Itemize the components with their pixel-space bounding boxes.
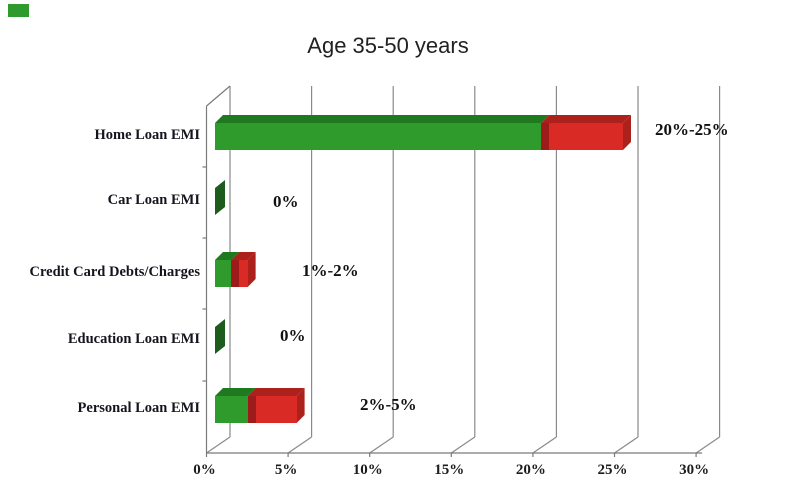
bar-top-face-red	[541, 115, 631, 123]
bar-segment-green	[215, 260, 232, 287]
grid-line-foot	[287, 436, 312, 454]
bar-top-face-red	[231, 252, 256, 260]
bar-top-face-green	[215, 115, 550, 123]
category-label: Credit Card Debts/Charges	[29, 264, 201, 280]
bar-segment-red-edge	[231, 260, 240, 287]
grid-line-foot	[695, 436, 720, 454]
bar-top-face-green	[215, 252, 240, 260]
axis-top-diagonal	[206, 85, 231, 107]
category-label: Car Loan EMI	[107, 192, 200, 208]
value-label: 20%-25%	[655, 120, 729, 139]
bar-row	[215, 115, 633, 150]
corner-color-swatch	[8, 4, 29, 17]
x-tick-label: 30%	[679, 462, 710, 478]
bar-segment-red-edge	[247, 396, 256, 423]
category-label: Education Loan EMI	[67, 331, 200, 347]
grid-line-foot	[450, 436, 476, 454]
bar-top-face-red	[247, 388, 305, 396]
chart-title: Age 35-50 years	[307, 33, 469, 58]
bar-segment-red-edge	[541, 123, 550, 150]
zero-bar-face	[215, 180, 225, 215]
value-label: 0%	[273, 192, 299, 211]
bar-row	[215, 252, 258, 287]
category-label: Personal Loan EMI	[77, 400, 200, 416]
zero-bar-face	[215, 319, 225, 354]
x-tick-label: 0%	[193, 462, 216, 478]
bar-top-face-green	[215, 388, 256, 396]
x-tick-label: 15%	[434, 462, 465, 478]
x-tick-label: 10%	[352, 462, 383, 478]
x-tick-label: 20%	[515, 462, 546, 478]
bar-segment-green	[215, 396, 248, 423]
grid-line-foot	[532, 436, 557, 454]
grid-line-foot	[614, 436, 639, 454]
bar-row	[215, 388, 307, 423]
bar-segment-red	[255, 396, 297, 423]
bar-segment-green	[215, 123, 542, 150]
x-tick-label: 25%	[597, 462, 628, 478]
bar-row	[215, 180, 227, 215]
grid-line-foot	[369, 436, 394, 454]
bar-side-face	[623, 115, 631, 150]
bar-segment-red	[549, 123, 623, 150]
value-label: 0%	[280, 326, 306, 345]
bar-row	[215, 319, 227, 354]
bar-side-face	[296, 388, 305, 423]
category-label: Home Loan EMI	[94, 127, 200, 143]
x-tick-label: 5%	[274, 462, 298, 478]
value-label: 1%-2%	[302, 261, 359, 280]
bar-side-face	[247, 252, 256, 287]
grid-line-foot	[206, 436, 231, 454]
bar-segment-red	[239, 260, 248, 287]
value-label: 2%-5%	[360, 395, 417, 414]
